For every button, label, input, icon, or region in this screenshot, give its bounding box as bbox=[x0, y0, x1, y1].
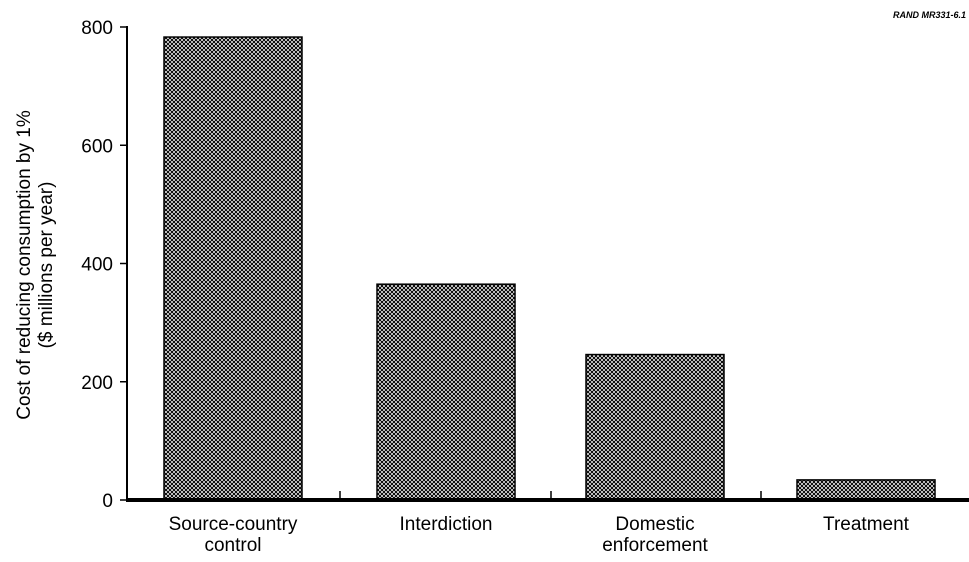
y-axis-title-line: Cost of reducing consumption by 1% bbox=[14, 110, 35, 420]
bar bbox=[585, 353, 725, 501]
y-axis-title-line: ($ millions per year) bbox=[36, 182, 57, 349]
bar bbox=[796, 479, 936, 501]
y-axis-label: Cost of reducing consumption by 1%($ mil… bbox=[14, 110, 57, 420]
x-tick-label: Interdiction bbox=[400, 514, 493, 535]
y-tick-label: 200 bbox=[81, 373, 113, 394]
x-tick-label-line: Treatment bbox=[823, 514, 910, 535]
x-tick-label: Domestic enforcement bbox=[602, 514, 708, 556]
bar bbox=[163, 36, 303, 501]
y-tick-label: 800 bbox=[81, 18, 113, 39]
x-tick-label-line: Domestic bbox=[615, 514, 694, 535]
y-tick-label: 600 bbox=[81, 136, 113, 157]
x-tick-label-line: Source-country bbox=[169, 514, 298, 535]
watermark-text: RAND MR331-6.1 bbox=[893, 10, 966, 20]
x-tick-label: Treatment bbox=[823, 514, 910, 535]
bar bbox=[376, 283, 516, 501]
x-tick-label-line: enforcement bbox=[602, 535, 708, 556]
x-axis-labels: Source-country control Interdiction Domesti… bbox=[169, 514, 910, 556]
x-tick-label-line: Interdiction bbox=[400, 514, 493, 535]
bars bbox=[163, 36, 936, 501]
axes bbox=[126, 26, 969, 502]
y-axis-ticks: 0 200 400 600 800 bbox=[81, 18, 127, 512]
y-tick-label: 400 bbox=[81, 255, 113, 276]
x-tick-label-line: control bbox=[204, 535, 261, 556]
y-tick-label: 0 bbox=[102, 491, 113, 512]
y-axis-title: Cost of reducing consumption by 1%($ mil… bbox=[14, 110, 57, 420]
x-tick-label: Source-country control bbox=[169, 514, 298, 556]
